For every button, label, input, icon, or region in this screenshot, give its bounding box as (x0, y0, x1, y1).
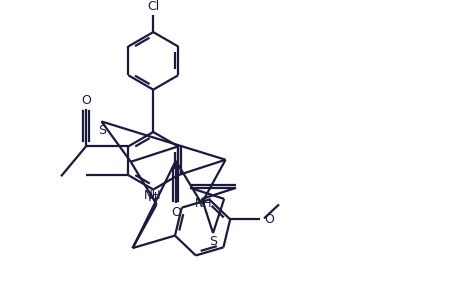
Text: N: N (148, 191, 157, 204)
Text: O: O (263, 213, 273, 226)
Text: S: S (208, 236, 217, 248)
Text: S: S (98, 124, 106, 137)
Text: NH: NH (144, 189, 161, 202)
Text: Cl: Cl (147, 0, 159, 13)
Text: NH: NH (195, 197, 212, 210)
Text: O: O (81, 94, 91, 107)
Text: O: O (171, 206, 180, 219)
